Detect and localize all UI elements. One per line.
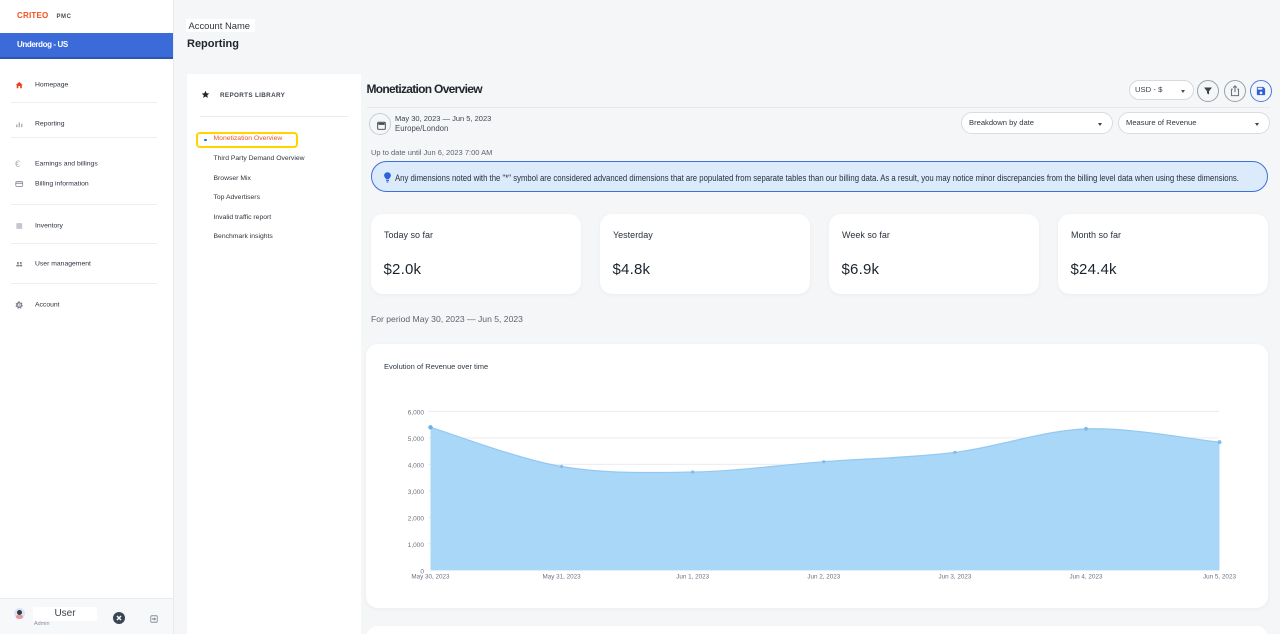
svg-text:Jun 4, 2023: Jun 4, 2023: [1070, 574, 1103, 581]
svg-text:0: 0: [420, 568, 424, 575]
svg-text:Jun 5, 2023: Jun 5, 2023: [1203, 574, 1236, 581]
svg-text:May 31, 2023: May 31, 2023: [543, 574, 582, 581]
svg-text:Jun 1, 2023: Jun 1, 2023: [676, 574, 709, 581]
svg-text:6,000: 6,000: [408, 409, 425, 416]
svg-text:Jun 2, 2023: Jun 2, 2023: [807, 574, 840, 581]
svg-text:4,000: 4,000: [408, 462, 425, 469]
svg-text:May 30, 2023: May 30, 2023: [411, 574, 450, 581]
svg-text:1,000: 1,000: [408, 542, 425, 549]
svg-text:2,000: 2,000: [408, 515, 425, 522]
svg-text:3,000: 3,000: [408, 489, 425, 496]
svg-text:5,000: 5,000: [408, 436, 425, 443]
svg-text:Jun 3, 2023: Jun 3, 2023: [938, 574, 971, 581]
